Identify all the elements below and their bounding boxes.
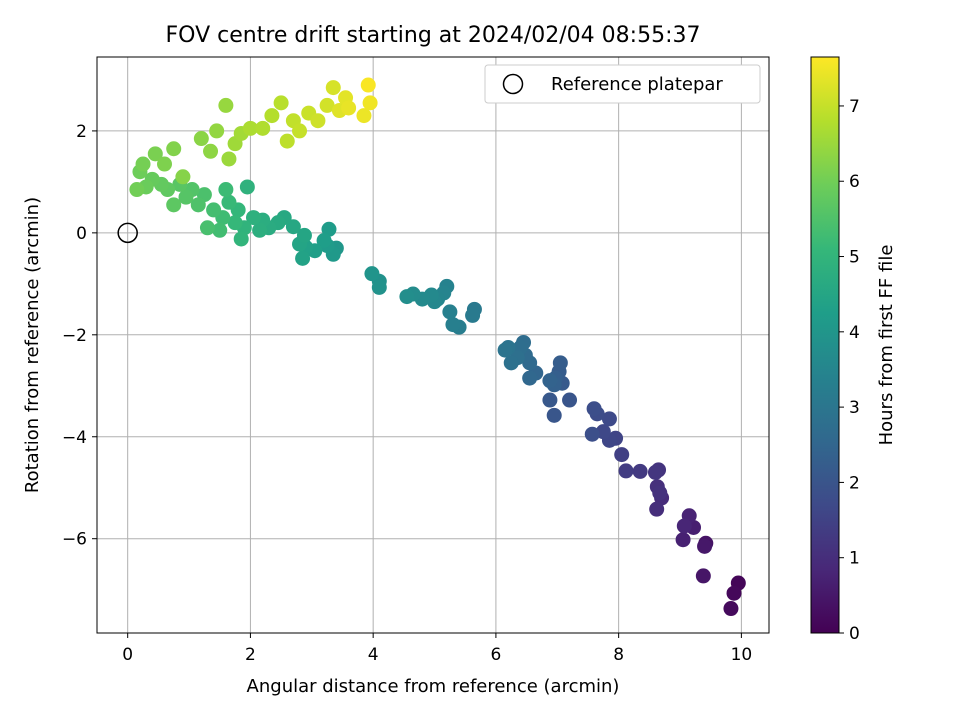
data-point (129, 182, 144, 197)
colorbar-tick-label: 0 (849, 624, 860, 644)
data-point (614, 447, 629, 462)
data-point (652, 485, 667, 500)
data-point (221, 151, 236, 166)
data-point (723, 601, 738, 616)
data-point (633, 464, 648, 479)
data-point (727, 586, 742, 601)
x-tick-label: 4 (368, 645, 379, 665)
colorbar-tick-label: 6 (849, 172, 860, 192)
data-point (234, 231, 249, 246)
colorbar (811, 57, 839, 633)
legend-label: Reference platepar (551, 74, 723, 95)
y-axis-ticks: −6 −4 −2 0 2 (62, 122, 97, 550)
data-point (310, 113, 325, 128)
data-point (218, 98, 233, 113)
y-tick-label: −4 (62, 428, 87, 448)
data-point (676, 532, 691, 547)
data-point (587, 401, 602, 416)
data-point (399, 289, 414, 304)
y-tick-label: −6 (62, 530, 87, 550)
data-point (445, 317, 460, 332)
y-tick-label: 2 (76, 122, 87, 142)
data-point (522, 371, 537, 386)
data-point (200, 220, 215, 235)
data-point (240, 179, 255, 194)
chart-title: FOV centre drift starting at 2024/02/04 … (166, 23, 701, 48)
data-point (442, 304, 457, 319)
data-point (252, 223, 267, 238)
data-point (619, 463, 634, 478)
colorbar-tick-label: 5 (849, 248, 860, 268)
chart: 0 2 4 6 8 10 −6 −4 −2 0 2 FOV centre drift starti… (0, 0, 960, 720)
data-point (363, 95, 378, 110)
data-point (274, 95, 289, 110)
colorbar-tick-label: 4 (849, 323, 860, 343)
data-point (356, 108, 371, 123)
colorbar-tick-label: 1 (849, 549, 860, 569)
data-point (206, 202, 221, 217)
data-point (203, 144, 218, 159)
chart-svg: 0 2 4 6 8 10 −6−4−202 FOV centre drift starti… (0, 0, 960, 720)
x-tick-label: 2 (245, 645, 256, 665)
x-tick-label: 8 (613, 645, 624, 665)
data-point (280, 134, 295, 149)
y-tick-label: −2 (62, 326, 87, 346)
data-point (292, 123, 307, 138)
data-point (264, 108, 279, 123)
data-point (209, 123, 224, 138)
data-point (157, 157, 172, 172)
colorbar-ticks: 0 1 2 3 4 5 6 7 (839, 97, 860, 644)
data-point (677, 518, 692, 533)
colorbar-tick-label: 3 (849, 398, 860, 418)
y-axis-label: Rotation from reference (arcmin) (22, 197, 43, 493)
data-point (341, 100, 356, 115)
data-point (465, 308, 480, 323)
data-point (218, 182, 233, 197)
x-tick-label: 6 (490, 645, 501, 665)
colorbar-label: Hours from first FF file (876, 245, 897, 446)
data-point (361, 78, 376, 93)
colorbar-tick-label: 7 (849, 97, 860, 117)
data-point (295, 251, 310, 266)
data-point (697, 539, 712, 554)
x-tick-label: 0 (122, 645, 133, 665)
data-point (649, 502, 664, 517)
data-point (504, 355, 519, 370)
data-point (175, 169, 190, 184)
data-point (562, 393, 577, 408)
data-point (547, 408, 562, 423)
colorbar-tick-label: 2 (849, 473, 860, 493)
data-point (585, 427, 600, 442)
data-point (364, 266, 379, 281)
legend: Reference platepar (485, 65, 760, 103)
data-point (696, 568, 711, 583)
data-point (166, 197, 181, 212)
data-point (372, 280, 387, 295)
data-point (542, 373, 557, 388)
data-point (221, 195, 236, 210)
x-axis-label: Angular distance from reference (arcmin) (247, 676, 620, 697)
data-point (542, 393, 557, 408)
data-point (136, 157, 151, 172)
data-point (166, 141, 181, 156)
data-point (553, 355, 568, 370)
data-point (255, 121, 270, 136)
data-point (194, 131, 209, 146)
data-point (648, 465, 663, 480)
y-tick-label: 0 (76, 224, 87, 244)
data-point (326, 80, 341, 95)
x-tick-label: 10 (731, 645, 753, 665)
data-point (498, 343, 513, 358)
x-axis-ticks: 0 2 4 6 8 10 (122, 633, 752, 665)
